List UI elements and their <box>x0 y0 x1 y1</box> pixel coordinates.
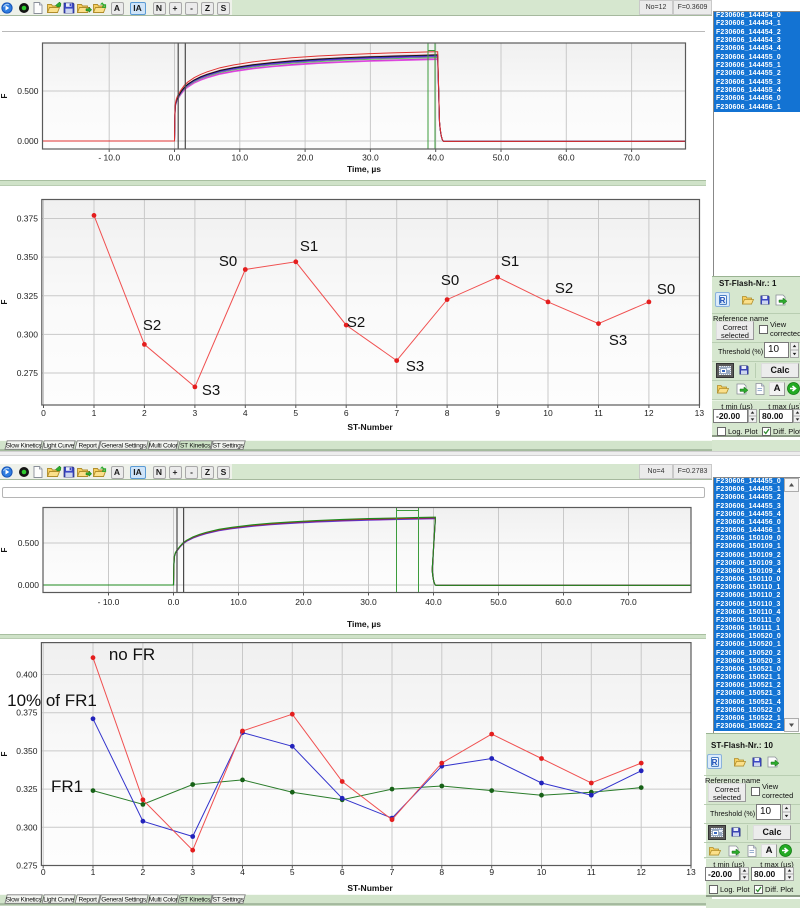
svg-text:General Settings: General Settings <box>101 896 147 903</box>
svg-text:Slow Kinetics: Slow Kinetics <box>6 442 43 449</box>
svg-text:F: F <box>0 751 9 756</box>
svg-text:1: 1 <box>92 408 97 418</box>
svg-text:S3: S3 <box>609 332 627 349</box>
svg-text:10: 10 <box>537 867 547 877</box>
svg-text:ST Settings: ST Settings <box>213 896 245 903</box>
svg-text:2: 2 <box>142 408 147 418</box>
svg-text:ST-Number: ST-Number <box>347 422 393 432</box>
svg-text:0.400: 0.400 <box>16 670 38 680</box>
svg-text:70.0: 70.0 <box>623 153 640 163</box>
svg-text:12: 12 <box>636 867 646 877</box>
svg-text:4: 4 <box>240 867 245 877</box>
svg-text:50.0: 50.0 <box>493 153 510 163</box>
svg-text:0.325: 0.325 <box>17 291 39 301</box>
svg-text:S2: S2 <box>555 280 573 297</box>
svg-text:ST Kinetics: ST Kinetics <box>180 442 211 449</box>
svg-text:30.0: 30.0 <box>360 597 377 607</box>
svg-text:F: F <box>0 547 9 552</box>
svg-text:S0: S0 <box>219 253 237 270</box>
svg-text:13: 13 <box>686 867 696 877</box>
svg-text:5: 5 <box>293 408 298 418</box>
svg-text:0: 0 <box>41 408 46 418</box>
svg-text:S3: S3 <box>406 358 424 375</box>
svg-text:11: 11 <box>594 408 603 418</box>
svg-text:Multi Color: Multi Color <box>149 896 179 903</box>
svg-text:10.0: 10.0 <box>230 597 247 607</box>
svg-text:7: 7 <box>394 408 399 418</box>
svg-text:12: 12 <box>644 408 654 418</box>
svg-text:20.0: 20.0 <box>295 597 312 607</box>
svg-text:4: 4 <box>243 408 248 418</box>
svg-text:0.0: 0.0 <box>169 153 181 163</box>
svg-text:10.0: 10.0 <box>232 153 249 163</box>
svg-text:70.0: 70.0 <box>620 597 637 607</box>
svg-text:FR1: FR1 <box>51 777 83 796</box>
svg-text:10: 10 <box>543 408 553 418</box>
svg-text:ST-Number: ST-Number <box>347 883 393 893</box>
svg-text:3: 3 <box>193 408 198 418</box>
svg-text:S1: S1 <box>501 253 519 270</box>
svg-text:General Settings: General Settings <box>101 442 147 449</box>
svg-text:Light Curve: Light Curve <box>43 442 74 449</box>
svg-text:0.325: 0.325 <box>16 784 38 794</box>
svg-text:Report: Report <box>79 442 98 449</box>
svg-text:0.350: 0.350 <box>17 252 39 262</box>
svg-text:no FR: no FR <box>109 645 155 664</box>
svg-text:S2: S2 <box>143 317 161 334</box>
svg-text:0.275: 0.275 <box>16 861 38 871</box>
svg-text:13: 13 <box>695 408 705 418</box>
svg-text:0.350: 0.350 <box>16 746 38 756</box>
svg-text:S2: S2 <box>347 314 365 331</box>
svg-text:0.300: 0.300 <box>17 329 39 339</box>
svg-text:F: F <box>0 299 9 304</box>
svg-text:Report: Report <box>79 896 98 903</box>
svg-text:9: 9 <box>489 867 494 877</box>
svg-text:6: 6 <box>344 408 349 418</box>
svg-text:Time, µs: Time, µs <box>347 164 381 174</box>
svg-text:40.0: 40.0 <box>425 597 442 607</box>
svg-text:8: 8 <box>439 867 444 877</box>
svg-text:S0: S0 <box>441 272 459 289</box>
svg-text:60.0: 60.0 <box>555 597 572 607</box>
svg-text:ST Settings: ST Settings <box>213 442 245 449</box>
svg-text:Multi Color: Multi Color <box>149 442 179 449</box>
svg-text:50.0: 50.0 <box>490 597 507 607</box>
svg-text:Light Curve: Light Curve <box>43 896 74 903</box>
svg-text:0.000: 0.000 <box>18 580 40 590</box>
svg-text:9: 9 <box>495 408 500 418</box>
svg-text:Time, µs: Time, µs <box>347 619 381 629</box>
svg-text:S0: S0 <box>657 281 675 298</box>
svg-text:10% of FR1: 10% of FR1 <box>7 691 97 710</box>
svg-text:0: 0 <box>41 867 46 877</box>
svg-text:6: 6 <box>340 867 345 877</box>
svg-text:0.375: 0.375 <box>17 214 39 224</box>
svg-text:0.300: 0.300 <box>16 822 38 832</box>
svg-text:60.0: 60.0 <box>558 153 575 163</box>
svg-text:0.500: 0.500 <box>18 538 40 548</box>
svg-text:- 10.0: - 10.0 <box>98 153 120 163</box>
svg-text:20.0: 20.0 <box>297 153 314 163</box>
svg-text:1: 1 <box>91 867 96 877</box>
svg-text:3: 3 <box>190 867 195 877</box>
svg-text:S3: S3 <box>202 382 220 399</box>
svg-text:30.0: 30.0 <box>362 153 379 163</box>
svg-text:11: 11 <box>587 867 596 877</box>
svg-text:Slow Kinetics: Slow Kinetics <box>6 896 43 903</box>
svg-text:F: F <box>0 93 9 98</box>
svg-text:5: 5 <box>290 867 295 877</box>
svg-text:8: 8 <box>445 408 450 418</box>
svg-text:2: 2 <box>141 867 146 877</box>
svg-text:0.0: 0.0 <box>168 597 180 607</box>
svg-text:S1: S1 <box>300 238 318 255</box>
svg-text:40.0: 40.0 <box>427 153 444 163</box>
svg-text:7: 7 <box>390 867 395 877</box>
svg-text:0.375: 0.375 <box>16 708 38 718</box>
svg-text:0.000: 0.000 <box>17 136 39 146</box>
svg-text:- 10.0: - 10.0 <box>98 597 120 607</box>
svg-text:ST Kinetics: ST Kinetics <box>180 896 211 903</box>
svg-text:0.500: 0.500 <box>17 86 39 96</box>
svg-text:0.275: 0.275 <box>17 368 39 378</box>
